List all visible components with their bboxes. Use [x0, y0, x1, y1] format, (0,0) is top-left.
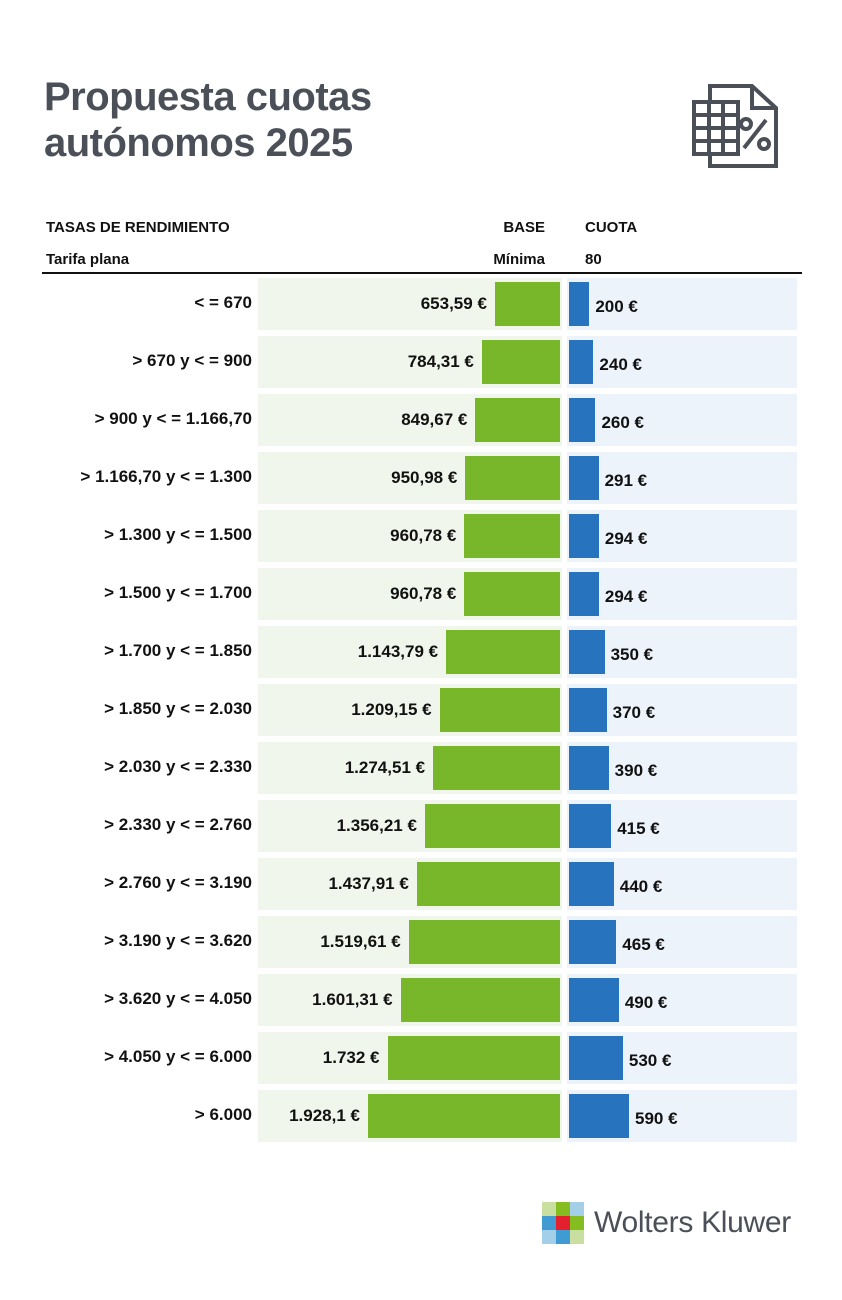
spreadsheet-percent-icon	[692, 84, 778, 168]
row-label: < = 670	[194, 293, 252, 312]
base-bar	[465, 456, 560, 500]
header-divider	[42, 272, 802, 274]
base-bar	[387, 1036, 560, 1080]
wolters-kluwer-logo	[542, 1202, 584, 1244]
cuota-value-label: 415 €	[617, 819, 660, 838]
cuota-value-label: 260 €	[601, 413, 644, 432]
row-label: > 1.700 y < = 1.850	[104, 641, 252, 660]
cuota-value-label: 530 €	[628, 1051, 672, 1070]
cuota-value-label: 294 €	[604, 587, 648, 606]
base-value-label: 1.437,91 €	[328, 874, 409, 893]
cuota-row-background	[567, 336, 797, 388]
cuota-value-label: 370 €	[612, 703, 656, 722]
cuota-bar	[569, 1036, 623, 1080]
cuota-bar	[569, 514, 599, 558]
base-value-label: 950,98 €	[391, 468, 458, 487]
cuota-bar	[569, 862, 614, 906]
row-label: > 1.166,70 y < = 1.300	[80, 467, 252, 486]
tarifa-plana-cuota: 80	[585, 251, 602, 268]
header-cuota: CUOTA	[585, 219, 638, 236]
row-label: > 3.190 y < = 3.620	[104, 931, 252, 950]
base-bar	[439, 688, 560, 732]
cuota-row-background	[567, 626, 797, 678]
cuota-value-label: 390 €	[614, 761, 658, 780]
base-bar	[433, 746, 560, 790]
base-value-label: 1.732 €	[322, 1048, 380, 1067]
base-bar	[424, 804, 560, 848]
row-label: > 3.620 y < = 4.050	[104, 989, 252, 1008]
cuota-bar	[569, 282, 590, 326]
cuota-value-label: 465 €	[622, 935, 665, 954]
cuota-row-background	[567, 278, 797, 330]
base-bar	[481, 340, 560, 384]
cuota-bar	[569, 688, 607, 732]
tarifa-plana-base: Mínima	[493, 251, 545, 268]
row-label: > 1.850 y < = 2.030	[104, 699, 252, 718]
tarifa-plana-label: Tarifa plana	[46, 251, 130, 268]
row-label: > 2.760 y < = 3.190	[104, 873, 252, 892]
base-value-label: 1.601,31 €	[312, 990, 393, 1009]
base-bar	[464, 572, 560, 616]
header-tasas: TASAS DE RENDIMIENTO	[46, 219, 230, 236]
row-label: > 670 y < = 900	[132, 351, 252, 370]
row-label: > 900 y < = 1.166,70	[94, 409, 252, 428]
base-bar	[446, 630, 560, 674]
base-value-label: 1.928,1 €	[289, 1106, 360, 1125]
base-bar	[416, 862, 560, 906]
header-base: BASE	[503, 219, 545, 236]
page-title: Propuesta cuotas autónomos 2025	[44, 74, 564, 166]
base-bar	[400, 978, 560, 1022]
cuota-row-background	[567, 452, 797, 504]
title-line-1: Propuesta cuotas	[44, 75, 372, 119]
cuota-bar	[569, 804, 612, 848]
base-bar	[494, 282, 560, 326]
base-bar	[464, 514, 560, 558]
title-line-2: autónomos 2025	[44, 121, 353, 165]
cuota-bar	[569, 398, 596, 442]
row-label: > 4.050 y < = 6.000	[104, 1047, 252, 1066]
base-value-label: 653,59 €	[420, 294, 487, 313]
row-label: > 6.000	[194, 1105, 252, 1124]
cuota-value-label: 240 €	[599, 355, 642, 374]
row-label: > 1.500 y < = 1.700	[104, 583, 252, 602]
base-value-label: 849,67 €	[401, 410, 468, 429]
base-value-label: 1.143,79 €	[357, 642, 439, 661]
cuota-bar	[569, 456, 599, 500]
base-value-label: 1.519,61 €	[320, 932, 401, 951]
cuota-value-label: 294 €	[604, 529, 648, 548]
row-label: > 2.330 y < = 2.760	[104, 815, 252, 834]
cuota-bar	[569, 572, 599, 616]
base-value-label: 1.209,15 €	[351, 700, 432, 719]
base-value-label: 1.356,21 €	[336, 816, 417, 835]
cuota-value-label: 440 €	[619, 877, 663, 896]
base-value-label: 960,78 €	[390, 584, 457, 603]
cuota-row-background	[567, 510, 797, 562]
cuota-bar	[569, 920, 617, 964]
brand-name: Wolters Kluwer	[594, 1206, 791, 1239]
row-label: > 1.300 y < = 1.500	[104, 525, 252, 544]
cuota-bar	[569, 340, 594, 384]
base-value-label: 1.274,51 €	[344, 758, 426, 777]
base-value-label: 960,78 €	[390, 526, 457, 545]
cuota-bar	[569, 1094, 629, 1138]
cuota-value-label: 200 €	[595, 297, 638, 316]
row-label: > 2.030 y < = 2.330	[104, 757, 252, 776]
cuota-bar	[569, 746, 609, 790]
cuota-value-label: 291 €	[604, 471, 648, 490]
cuota-value-label: 490 €	[624, 993, 668, 1012]
cuota-value-label: 590 €	[635, 1109, 678, 1128]
cuota-bar	[569, 630, 605, 674]
cuota-value-label: 350 €	[610, 645, 654, 664]
cuota-bar	[569, 978, 619, 1022]
cuota-row-background	[567, 394, 797, 446]
cuota-row-background	[567, 568, 797, 620]
base-bar	[368, 1094, 560, 1138]
base-bar	[408, 920, 560, 964]
base-value-label: 784,31 €	[407, 352, 474, 371]
base-bar	[475, 398, 560, 442]
